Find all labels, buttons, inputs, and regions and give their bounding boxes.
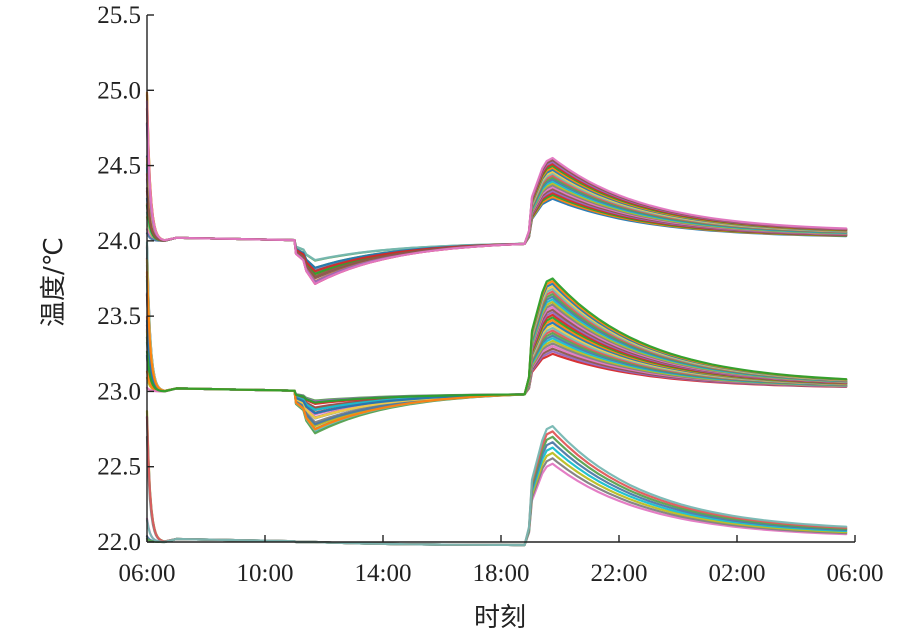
series-line-group-1	[145, 93, 848, 262]
series-line-group-2	[145, 257, 848, 427]
y-tick-label: 23.5	[97, 303, 141, 330]
y-tick-label: 25.0	[97, 77, 141, 104]
series-line-group-2	[145, 300, 848, 428]
series-line-group-1	[145, 172, 848, 262]
series-line-group-3	[145, 441, 848, 547]
series-line-group-2	[145, 292, 848, 412]
x-tick-label: 22:00	[591, 560, 648, 587]
series-line-group-1	[145, 162, 848, 273]
series-line-group-2	[145, 274, 848, 426]
axes: 22.0 22.5 23.0 23.5 24.0 24.5 25.0 25.5 06:00 10:…	[97, 2, 883, 587]
series-line-group-1	[145, 155, 848, 274]
x-axis-label: 时刻	[474, 603, 526, 633]
y-tick-label: 23.0	[97, 378, 141, 405]
series-line-group-1	[145, 164, 848, 276]
y-tick-label: 22.0	[97, 529, 141, 556]
x-tick-label: 06:00	[827, 560, 884, 587]
series-line-group-1	[145, 168, 848, 269]
series-line-group-2	[145, 270, 848, 431]
y-tick-label: 22.5	[97, 454, 141, 481]
series-line-group-1	[145, 107, 848, 285]
series-line-group-1	[145, 166, 848, 272]
x-tick-label: 18:00	[473, 560, 530, 587]
series-line-group-2	[145, 241, 848, 432]
series-line-group-1	[145, 91, 848, 283]
series-line-group-2	[145, 246, 848, 426]
y-tick-label: 24.5	[97, 153, 141, 180]
series-line-group-3	[145, 435, 848, 547]
series-line-group-2	[145, 293, 848, 435]
series-line-group-2	[145, 306, 848, 416]
series-line-group-1	[145, 100, 848, 285]
x-tick-label: 02:00	[709, 560, 766, 587]
y-axis-label: 温度/℃	[39, 237, 69, 327]
x-tick-label: 10:00	[237, 560, 294, 587]
series-line-group-1	[145, 158, 848, 278]
x-tick-label: 06:00	[119, 560, 176, 587]
series-line-group-2	[145, 350, 848, 419]
series-line-group-2	[145, 315, 848, 420]
series-line-group-3	[145, 435, 848, 547]
series-line-group-2	[145, 342, 848, 430]
y-tick-label: 25.5	[97, 2, 141, 29]
y-tick-label: 24.0	[97, 228, 141, 255]
x-tick-label: 14:00	[355, 560, 412, 587]
series-line-group-3	[145, 410, 848, 547]
series-line-group-1	[145, 156, 848, 276]
series-line-group-1	[145, 163, 848, 276]
series-layer	[145, 91, 848, 547]
series-line-group-3	[145, 462, 848, 547]
series-line-group-2	[145, 303, 848, 424]
series-line-group-1	[145, 122, 848, 280]
series-line-group-2	[145, 277, 848, 404]
series-line-group-1	[145, 123, 848, 283]
